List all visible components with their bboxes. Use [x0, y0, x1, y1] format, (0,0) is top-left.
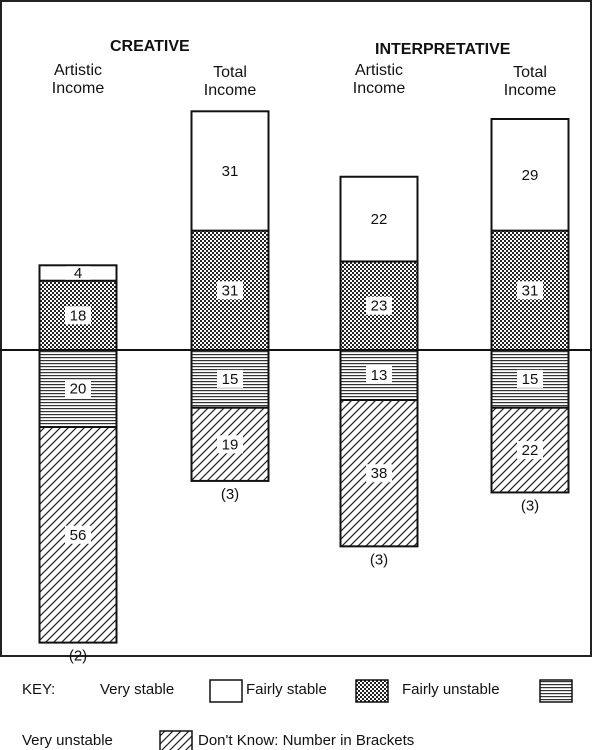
value-label: 22 [371, 211, 388, 228]
legend-swatch [539, 679, 573, 703]
value-label: 31 [222, 282, 239, 299]
category-label: Artistic Income [51, 62, 105, 97]
value-label: 15 [522, 371, 539, 388]
bar-segment [339, 349, 419, 402]
value-label-box [65, 266, 91, 280]
legend-label: Very stable [100, 681, 174, 698]
value-label-box [217, 369, 243, 388]
value-label-box [217, 435, 243, 454]
bar-segment [190, 349, 270, 409]
dont-know-label: (3) [521, 497, 539, 514]
value-label-box [517, 369, 543, 388]
value-label: 31 [222, 163, 239, 180]
category-label: Total Income [203, 64, 257, 99]
value-label: 15 [222, 371, 239, 388]
value-label: 22 [522, 442, 539, 459]
value-label: 23 [371, 298, 388, 315]
legend-title: KEY: [22, 681, 55, 698]
value-label: 29 [522, 167, 539, 184]
value-label-box [517, 441, 543, 460]
legend-swatch [355, 679, 389, 703]
value-label-box [366, 210, 392, 229]
legend-label: Very unstable [22, 732, 113, 749]
value-label-box [366, 366, 392, 385]
group-label: INTERPRETATIVE [375, 41, 511, 58]
value-label-box [517, 281, 543, 300]
value-label-box [366, 296, 392, 315]
legend-label: Don't Know: Number in Brackets [198, 732, 414, 749]
value-label-box [65, 306, 91, 325]
value-label-box [217, 161, 243, 180]
value-label: 56 [70, 527, 87, 544]
legend-swatch [209, 679, 243, 703]
value-label-box [217, 281, 243, 300]
value-label-box [65, 379, 91, 398]
dont-know-label: (3) [221, 486, 239, 503]
legend-label: Fairly stable [246, 681, 327, 698]
bar-segment [490, 406, 570, 494]
group-label: CREATIVE [110, 38, 190, 55]
legend-label: Fairly unstable [402, 681, 500, 698]
value-label: 38 [371, 465, 388, 482]
value-label: 20 [70, 380, 87, 397]
value-label-box [366, 464, 392, 483]
dont-know-label: (2) [69, 648, 87, 665]
value-label-box [65, 525, 91, 544]
value-label: 4 [74, 265, 82, 282]
value-label-box [517, 165, 543, 184]
value-label: 18 [70, 307, 87, 324]
category-label: Total Income [503, 64, 557, 99]
value-label: 13 [371, 367, 388, 384]
category-label: Artistic Income [352, 62, 406, 97]
dont-know-label: (3) [370, 551, 388, 568]
frame [0, 0, 592, 657]
legend-swatch [159, 730, 193, 750]
value-label: 31 [522, 282, 539, 299]
value-label: 19 [222, 436, 239, 453]
